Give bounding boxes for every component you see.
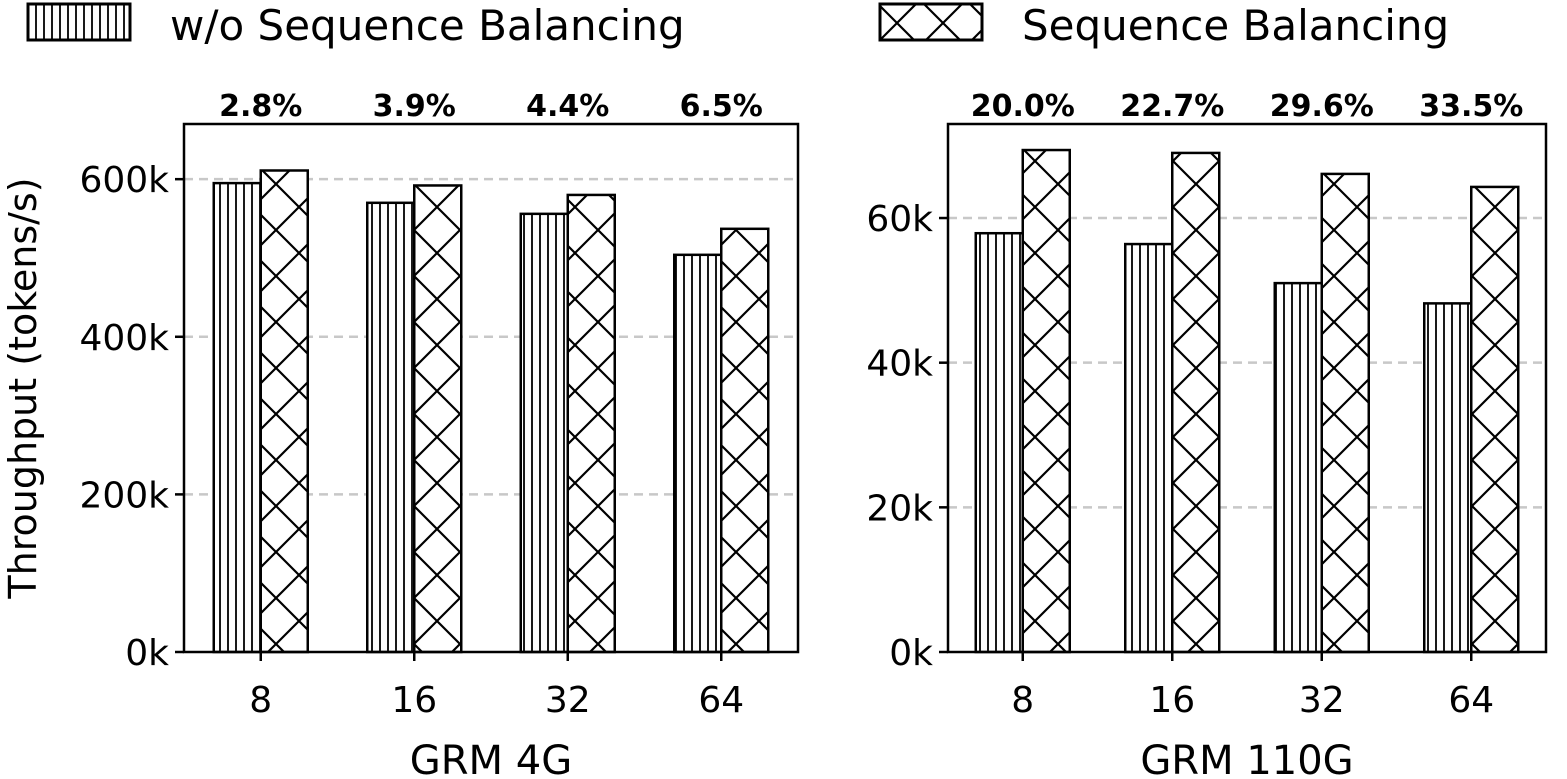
y-tick-label: 20k (866, 488, 933, 529)
legend-label-without-balancing: w/o Sequence Balancing (170, 1, 685, 50)
plot-frame (182, 122, 800, 654)
x-tick-label: 16 (1149, 680, 1195, 721)
chart-panel-grm-110g: 0k 20k 40k 60k 8 16 32 64 20.0% 22.7% 29.6% 33.5%… (866, 89, 1548, 779)
bar-with-balancing (720, 227, 770, 654)
y-tick-label: 60k (866, 199, 933, 240)
bar-with-balancing (1320, 172, 1370, 654)
x-axis-ticks: 8 16 32 64 (249, 652, 744, 721)
improvement-label: 22.7% (1120, 89, 1224, 124)
bar-with-balancing (1171, 151, 1221, 654)
y-tick-label: 0k (125, 633, 169, 674)
improvement-annotations: 2.8% 3.9% 4.4% 6.5% (219, 89, 763, 124)
x-axis-label: GRM 110G (1140, 738, 1353, 779)
y-axis-ticks: 0k 200k 400k 600k (79, 160, 184, 674)
bar-with-balancing (1470, 185, 1520, 654)
y-tick-label: 600k (79, 160, 169, 201)
x-tick-label: 16 (391, 680, 437, 721)
y-axis-label: Throughput (tokens/s) (1, 177, 45, 599)
bar-with-balancing (1021, 148, 1071, 654)
x-tick-label: 64 (698, 680, 744, 721)
legend-swatch-without-balancing (26, 2, 132, 42)
bar-with-balancing (566, 193, 616, 654)
bar-without-balancing (1423, 302, 1473, 654)
bar-without-balancing (1124, 242, 1174, 654)
bar-with-balancing (259, 169, 309, 654)
legend: w/o Sequence Balancing Sequence Balancin… (26, 1, 1449, 50)
improvement-label: 2.8% (219, 89, 302, 124)
y-axis-ticks: 0k 20k 40k 60k (866, 199, 948, 674)
improvement-label: 3.9% (373, 89, 456, 124)
improvement-label: 29.6% (1270, 89, 1374, 124)
plot-frame (946, 122, 1548, 654)
x-tick-label: 32 (545, 680, 591, 721)
improvement-label: 4.4% (526, 89, 609, 124)
bar-without-balancing (1273, 281, 1323, 654)
y-tick-label: 40k (866, 344, 933, 385)
y-tick-label: 0k (889, 633, 933, 674)
legend-swatch-with-balancing (878, 2, 984, 42)
improvement-annotations: 20.0% 22.7% 29.6% 33.5% (971, 89, 1524, 124)
improvement-label: 20.0% (971, 89, 1075, 124)
improvement-label: 33.5% (1419, 89, 1523, 124)
bars (974, 148, 1520, 654)
bars (212, 169, 770, 654)
bar-without-balancing (212, 181, 262, 654)
improvement-label: 6.5% (680, 89, 763, 124)
x-axis-label: GRM 4G (410, 738, 572, 779)
bar-without-balancing (519, 212, 569, 654)
bar-with-balancing (413, 184, 463, 654)
x-axis-ticks: 8 16 32 64 (1011, 652, 1494, 721)
bar-without-balancing (366, 201, 416, 654)
bar-without-balancing (673, 253, 723, 654)
legend-label-with-balancing: Sequence Balancing (1022, 1, 1449, 50)
y-tick-label: 400k (79, 318, 169, 359)
x-tick-label: 8 (249, 680, 272, 721)
x-tick-label: 8 (1011, 680, 1034, 721)
y-tick-label: 200k (79, 475, 169, 516)
x-tick-label: 64 (1448, 680, 1494, 721)
bar-without-balancing (974, 231, 1024, 654)
x-tick-label: 32 (1299, 680, 1345, 721)
